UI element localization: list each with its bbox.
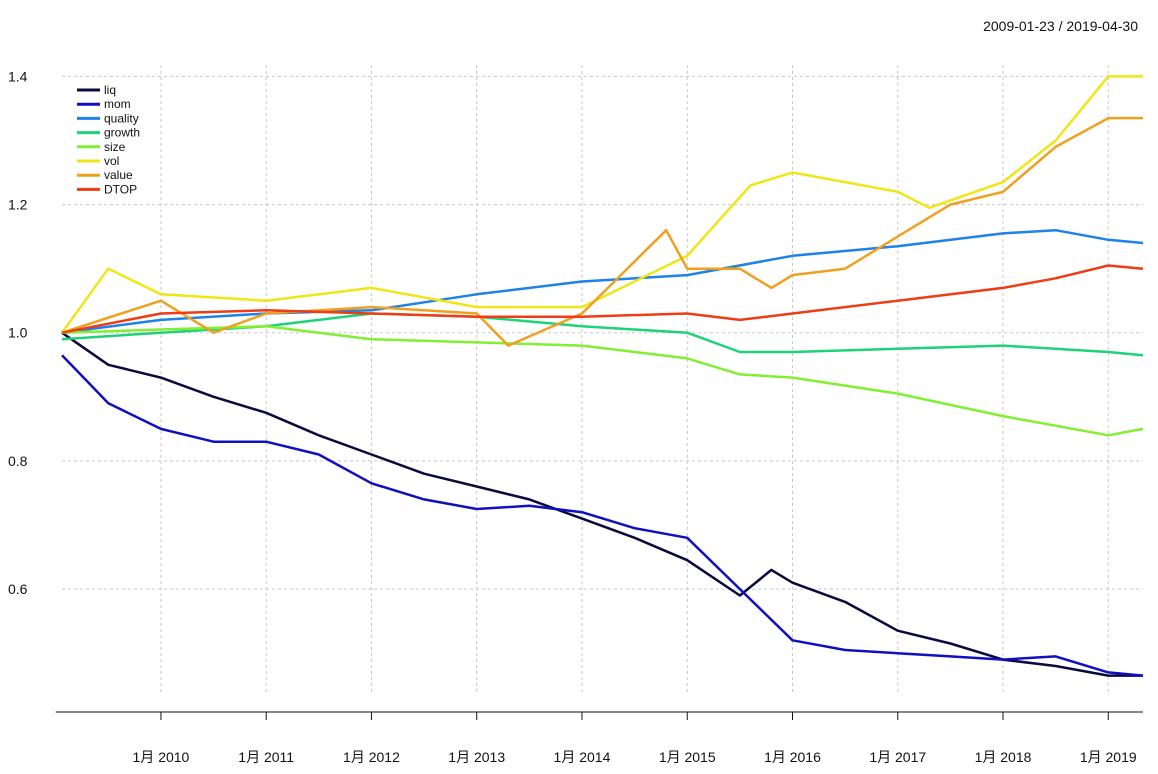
series-line-mom xyxy=(61,354,1144,677)
legend-label-size: size xyxy=(104,140,126,154)
x-tick-label: 1月 2012 xyxy=(343,749,400,765)
x-tick-label: 1月 2013 xyxy=(448,749,505,765)
y-tick-label: 1.0 xyxy=(8,325,28,341)
series-line-liq xyxy=(61,331,1143,677)
legend-label-mom: mom xyxy=(104,97,131,111)
x-tick-label: 1月 2015 xyxy=(659,749,716,765)
legend-label-value: value xyxy=(104,168,133,182)
legend-label-liq: liq xyxy=(104,83,116,97)
y-tick-label: 1.4 xyxy=(8,68,28,84)
series-line-dtop xyxy=(61,264,1144,334)
series-line-value xyxy=(61,116,1143,347)
x-tick-label: 1月 2010 xyxy=(133,749,190,765)
x-tick-label: 1月 2019 xyxy=(1080,749,1137,765)
y-tick-label: 1.2 xyxy=(8,197,28,213)
legend-label-vol: vol xyxy=(104,154,119,168)
date-range-label: 2009-01-23 / 2019-04-30 xyxy=(983,18,1138,34)
y-tick-label: 0.6 xyxy=(8,581,28,597)
series-line-size xyxy=(61,325,1144,437)
x-tick-label: 1月 2014 xyxy=(554,749,611,765)
series-line-vol xyxy=(60,75,1143,334)
legend-label-growth: growth xyxy=(104,126,140,140)
x-tick-label: 1月 2016 xyxy=(764,749,821,765)
x-tick-label: 1月 2011 xyxy=(238,749,294,765)
legend-label-dtop: DTOP xyxy=(104,182,137,196)
y-tick-label: 0.8 xyxy=(8,453,28,469)
x-tick-label: 1月 2017 xyxy=(869,749,926,765)
legend-label-quality: quality xyxy=(104,111,139,125)
x-tick-label: 1月 2018 xyxy=(975,749,1032,765)
